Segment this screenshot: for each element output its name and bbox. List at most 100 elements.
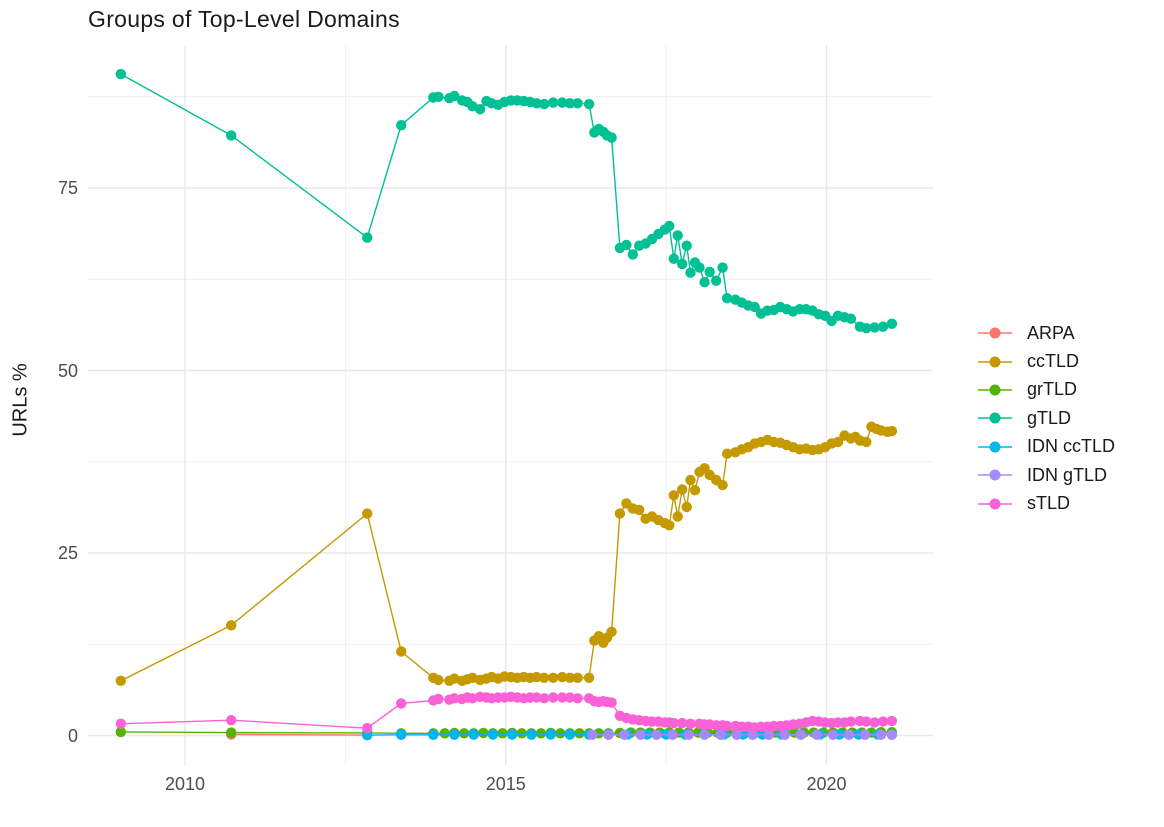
- data-point-grtld: [439, 728, 450, 739]
- grid-major: [88, 45, 933, 765]
- legend-label: ccTLD: [1027, 351, 1080, 372]
- data-point-stld: [845, 716, 857, 727]
- data-point-cctld: [672, 511, 683, 522]
- data-point-stld: [861, 716, 872, 727]
- data-point-idn-gtld: [635, 729, 646, 740]
- legend-item-cctld: ccTLD: [978, 347, 1115, 375]
- data-point-idn-cctld: [545, 729, 556, 740]
- data-point-cctld: [664, 520, 675, 531]
- data-point-idn-gtld: [763, 729, 774, 740]
- data-point-gtld: [572, 98, 583, 109]
- legend-label: ARPA: [1027, 322, 1075, 343]
- data-point-gtld: [677, 258, 688, 270]
- data-point-gtld: [845, 313, 857, 324]
- series-idn-gtld: [587, 729, 898, 740]
- series-stld: [115, 691, 898, 734]
- data-point-gtld: [548, 97, 559, 108]
- data-point-stld: [557, 692, 568, 703]
- series-cctld: [115, 421, 898, 686]
- data-point-stld: [115, 718, 127, 729]
- data-point-gtld: [886, 318, 898, 329]
- data-point-idn-gtld: [795, 729, 806, 740]
- data-point-cctld: [861, 436, 872, 448]
- data-point-stld: [396, 698, 407, 709]
- data-point-cctld: [572, 672, 583, 683]
- legend-label: grTLD: [1027, 379, 1078, 400]
- legend-key-icon: [978, 355, 1012, 369]
- legend-item-stld: sTLD: [978, 489, 1115, 517]
- data-point-cctld: [677, 484, 688, 495]
- data-point-cctld: [634, 504, 645, 516]
- grid-minor: [88, 45, 933, 765]
- data-point-cctld: [433, 674, 444, 686]
- data-point-idn-gtld: [779, 729, 790, 740]
- data-point-gtld: [362, 232, 373, 243]
- series-arpa: [226, 729, 373, 741]
- data-point-cctld: [689, 485, 701, 496]
- data-point-gtld: [539, 98, 550, 110]
- legend-item-grtld: grTLD: [978, 376, 1115, 404]
- data-point-stld: [685, 718, 696, 729]
- data-point-gtld: [396, 120, 407, 131]
- data-point-gtld: [531, 98, 542, 109]
- data-point-gtld: [449, 90, 460, 102]
- data-point-idn-gtld: [811, 729, 823, 740]
- data-point-gtld: [704, 266, 715, 278]
- y-axis-title: URLs %: [9, 363, 32, 437]
- data-point-gtld: [699, 277, 710, 288]
- y-tick-label-0: 0: [67, 725, 78, 746]
- data-point-stld: [606, 697, 617, 708]
- data-point-idn-gtld: [827, 729, 839, 740]
- legend-key-icon: [978, 497, 1012, 511]
- legend-item-idn-gtld: IDN gTLD: [978, 461, 1115, 489]
- data-point-idn-gtld: [619, 729, 630, 740]
- data-point-cctld: [668, 490, 679, 501]
- y-tick-label-75: 75: [57, 178, 78, 198]
- data-point-grtld: [478, 727, 489, 739]
- data-point-stld: [572, 693, 583, 704]
- data-point-gtld: [749, 301, 760, 313]
- data-point-idn-gtld: [587, 729, 598, 740]
- data-point-cctld: [539, 672, 550, 683]
- data-point-idn-cctld: [428, 729, 439, 740]
- data-point-grtld: [115, 726, 127, 738]
- data-point-stld: [449, 693, 460, 704]
- legend: ARPA ccTLD grTLD gTLD IDN ccTLD IDN gTLD sTLD: [978, 319, 1115, 518]
- data-point-stld: [869, 717, 880, 728]
- data-point-idn-gtld: [731, 729, 742, 740]
- data-point-gtld: [694, 262, 705, 273]
- data-point-gtld: [621, 239, 632, 251]
- data-point-idn-gtld: [843, 729, 855, 740]
- data-point-cctld: [614, 508, 626, 519]
- data-point-idn-cctld: [487, 729, 499, 740]
- legend-key-icon: [978, 468, 1012, 482]
- legend-item-gtld: gTLD: [978, 404, 1115, 432]
- data-point-gtld: [474, 104, 486, 115]
- data-point-stld: [433, 693, 444, 705]
- data-point-grtld: [458, 728, 470, 739]
- data-point-cctld: [396, 646, 407, 657]
- data-point-cctld: [548, 672, 559, 683]
- series-line-arpa: [231, 733, 368, 736]
- data-point-idn-gtld: [886, 729, 898, 740]
- data-point-stld: [721, 720, 733, 732]
- data-point-gtld: [717, 262, 728, 273]
- data-point-cctld: [362, 508, 373, 519]
- data-point-gtld: [664, 220, 675, 232]
- legend-label: IDN ccTLD: [1027, 436, 1116, 457]
- data-point-cctld: [681, 501, 692, 513]
- data-point-grtld: [574, 728, 585, 739]
- data-point-grtld: [497, 728, 508, 739]
- data-point-idn-gtld: [651, 729, 662, 740]
- data-point-gtld: [668, 253, 679, 264]
- data-point-gtld: [606, 132, 617, 143]
- data-point-grtld: [226, 727, 237, 738]
- data-point-stld: [531, 692, 542, 703]
- data-point-idn-cctld: [564, 729, 576, 740]
- data-point-idn-gtld: [875, 729, 887, 740]
- data-point-cctld: [721, 448, 733, 459]
- data-point-stld: [548, 692, 559, 703]
- data-point-gtld: [869, 322, 880, 333]
